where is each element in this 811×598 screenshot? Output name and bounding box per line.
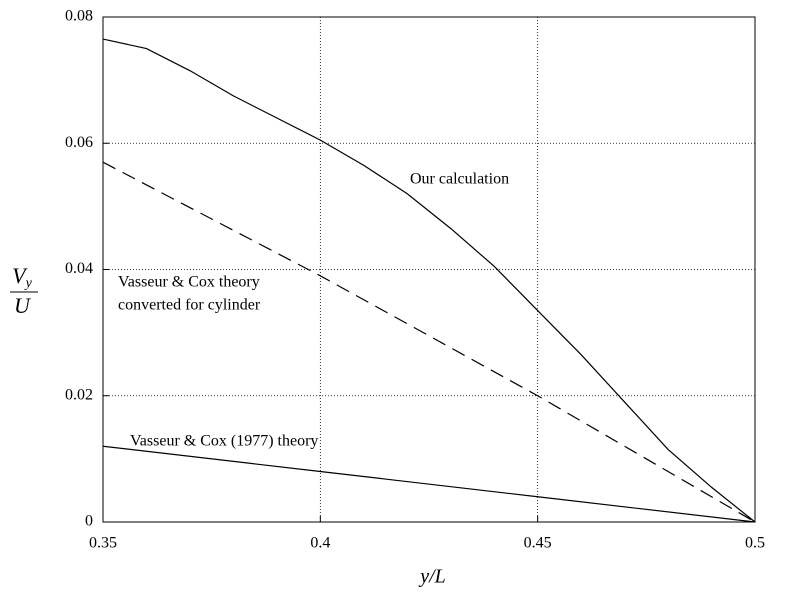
data-line xyxy=(102,161,756,523)
y-axis-label: Vy xyxy=(12,263,32,291)
y-tick-label: 0.06 xyxy=(65,134,93,151)
x-tick-label: 0.5 xyxy=(745,535,765,552)
y-label-denominator: U xyxy=(14,293,32,318)
x-tick-label: 0.4 xyxy=(310,535,330,552)
y-tick-label: 0.04 xyxy=(65,260,93,277)
data-line xyxy=(102,445,756,523)
x-tick-label: 0.45 xyxy=(524,535,552,552)
y-label-main: V xyxy=(12,263,28,288)
annotation: Vasseur & Cox (1977) theory xyxy=(130,433,318,450)
annotation: Vasseur & Cox theory xyxy=(118,274,260,291)
annotation: converted for cylinder xyxy=(118,297,261,314)
y-label-sub: y xyxy=(24,276,33,291)
x-axis-label: y/L xyxy=(418,566,446,588)
y-tick-label: 0 xyxy=(85,513,93,530)
y-tick-label: 0.02 xyxy=(65,386,93,403)
y-tick-label: 0.08 xyxy=(65,8,93,25)
x-tick-label: 0.35 xyxy=(89,535,117,552)
data-line xyxy=(102,38,756,523)
annotation: Our calculation xyxy=(410,171,509,188)
